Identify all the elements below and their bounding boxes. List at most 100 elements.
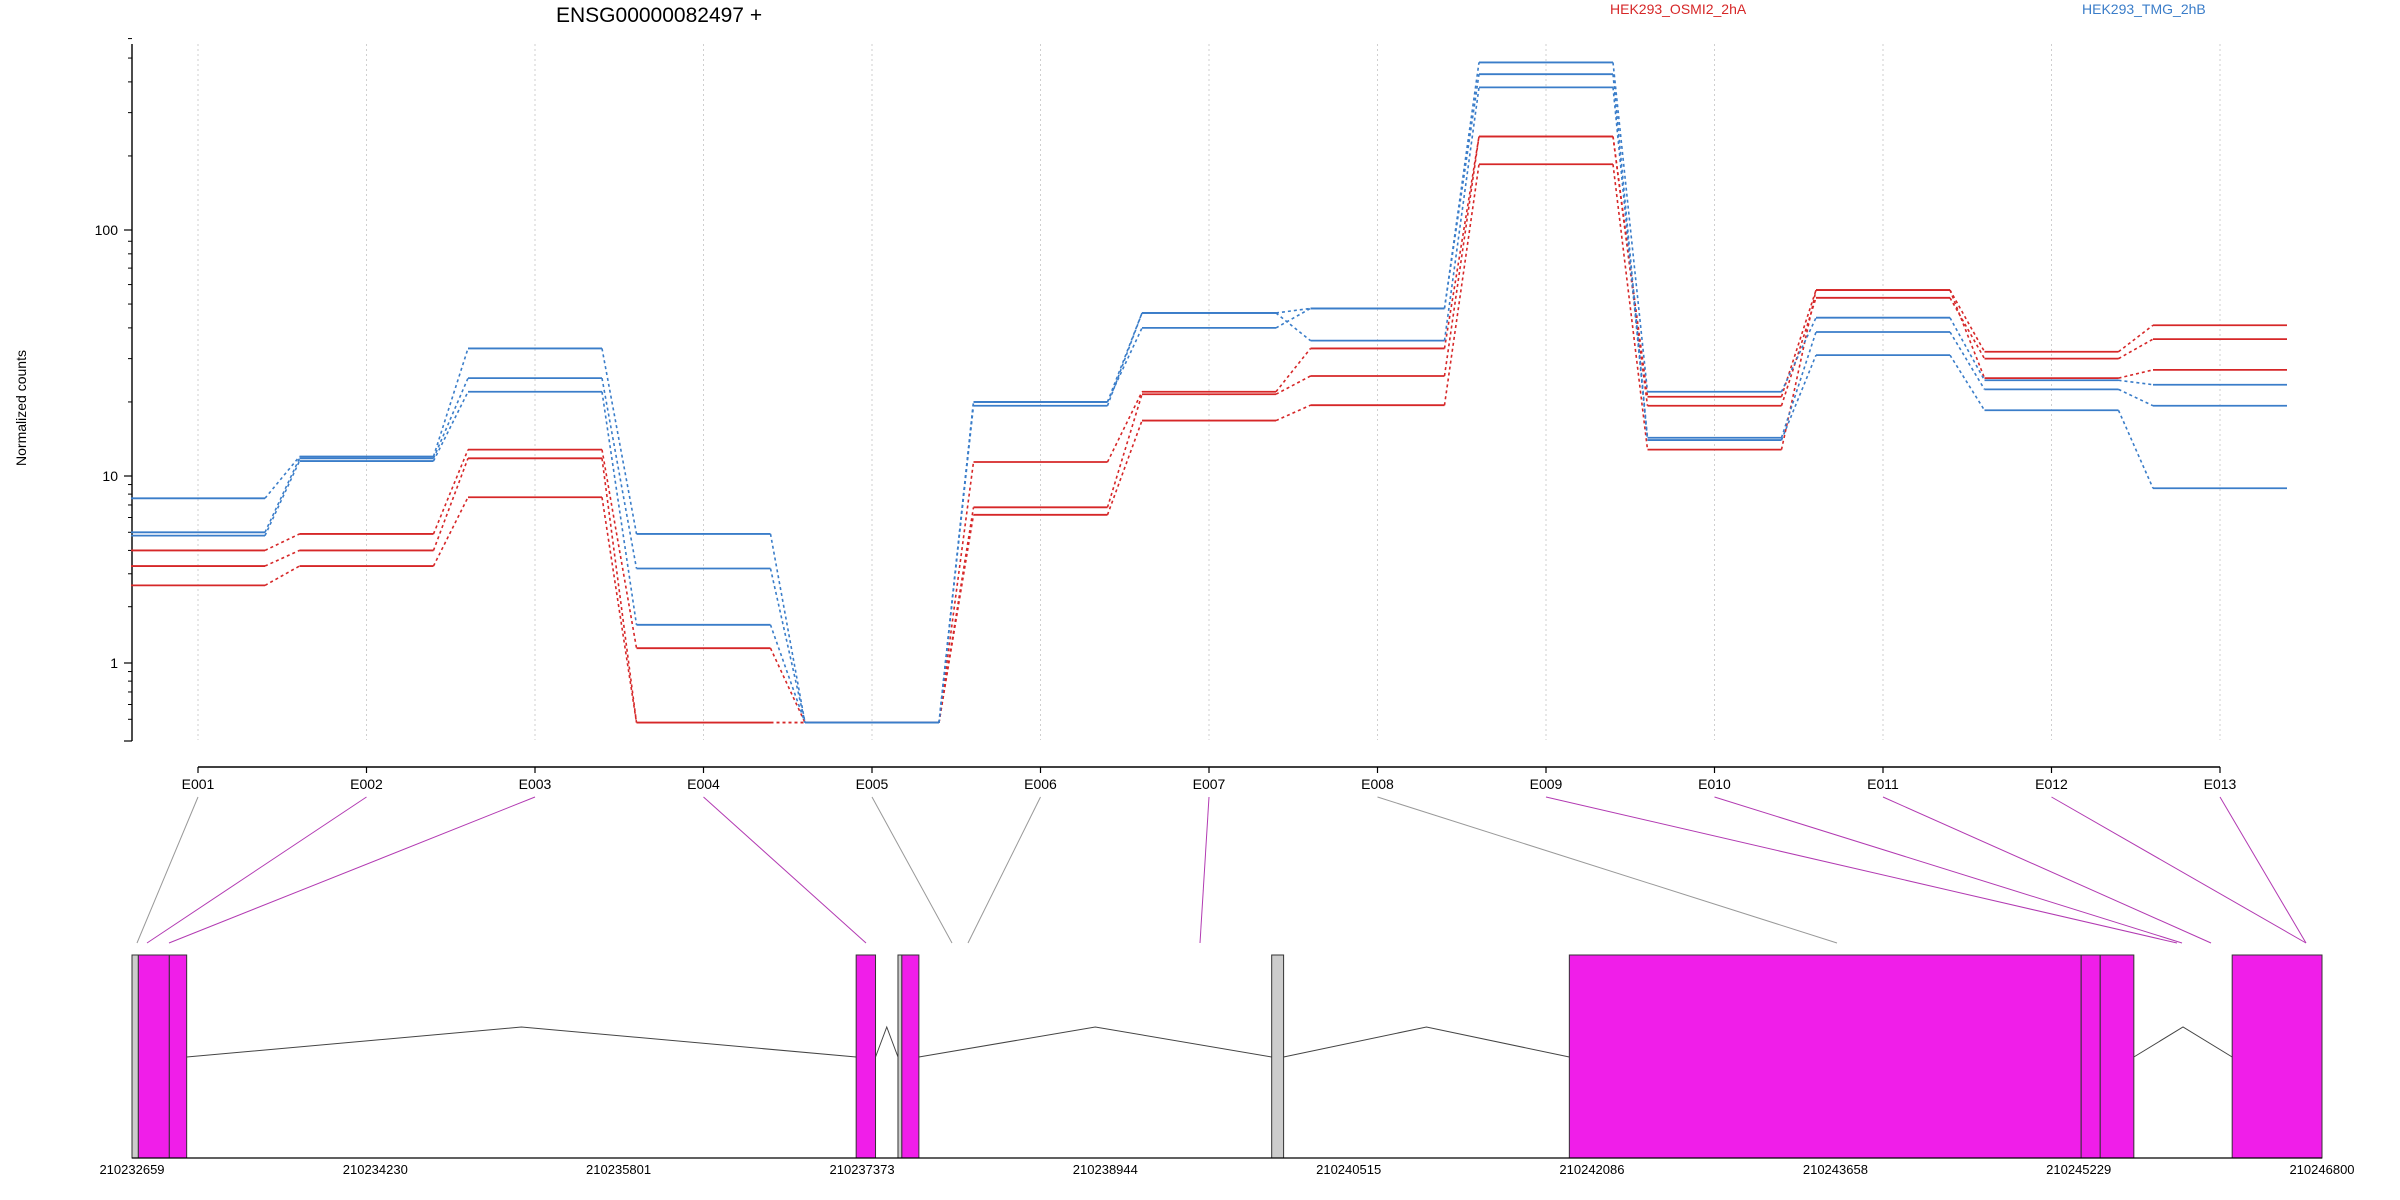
intron: [918, 1026, 1272, 1058]
exon-connector: [967, 796, 1041, 944]
genomic-tick-label: 210232659: [99, 1162, 164, 1177]
series-connector: [432, 377, 469, 459]
series-connector: [1275, 375, 1311, 395]
x-tick-label: E006: [1024, 776, 1057, 792]
series-connector: [1443, 136, 1480, 349]
series-connector: [1949, 289, 1986, 353]
x-tick-label: E003: [519, 776, 552, 792]
exon-connector: [2051, 796, 2307, 944]
genomic-tick-label: 210238944: [1073, 1162, 1138, 1177]
series-connector: [2118, 369, 2154, 379]
series-connector: [264, 533, 300, 552]
series-connector: [1949, 317, 1986, 381]
series-connector: [1106, 393, 1143, 508]
series-connector: [1106, 327, 1143, 403]
series-connector: [1106, 391, 1143, 463]
x-tick-label: E005: [856, 776, 889, 792]
x-tick-label: E004: [687, 776, 720, 792]
genomic-tick-label: 210235801: [586, 1162, 651, 1177]
y-tick-label: 100: [95, 222, 119, 238]
exon-box: [1568, 954, 2082, 1159]
series-connector: [432, 391, 469, 462]
legend-tmg: HEK293_TMG_2hB: [2082, 1, 2206, 17]
series-connector: [601, 449, 638, 649]
exon-box: [2231, 954, 2323, 1159]
genomic-tick-label: 210246800: [2289, 1162, 2354, 1177]
exon-connector: [1199, 796, 1210, 944]
exon-connector: [136, 796, 199, 944]
exon-connectors: [136, 796, 2307, 944]
exon-connector: [703, 796, 867, 944]
exon-connector: [871, 796, 953, 944]
series-connector: [1612, 87, 1649, 441]
series-connector: [2118, 324, 2154, 353]
x-tick-label: E012: [2035, 776, 2068, 792]
series-connector: [938, 514, 975, 723]
x-tick-label: E011: [1867, 776, 1899, 792]
series-connector: [432, 348, 469, 457]
exon-connector: [146, 796, 367, 944]
series-connector: [2118, 338, 2154, 360]
gene-model: 210232659 210234230 210235801 210237373 2102…: [99, 954, 2355, 1177]
x-axis: E001 E002 E003 E004 E005 E006 E007 E008 E009 E010…: [182, 766, 2237, 792]
intron: [875, 1025, 899, 1058]
series-connector: [264, 457, 301, 533]
series-connector: [1106, 420, 1143, 516]
series-connector: [264, 456, 301, 499]
series-connector: [1949, 354, 1986, 411]
exon-box: [131, 954, 139, 1159]
series-connector: [1949, 289, 1986, 379]
series-connector: [2118, 379, 2154, 386]
series-connector: [1780, 317, 1817, 393]
genomic-tick-label: 210240515: [1316, 1162, 1381, 1177]
exon-box: [2080, 954, 2101, 1159]
exon-connector: [168, 796, 536, 944]
series-connector: [1780, 331, 1817, 439]
x-tick-label: E013: [2204, 776, 2237, 792]
series-connector: [938, 405, 975, 723]
x-tick-label: E009: [1530, 776, 1563, 792]
series-connector: [1443, 74, 1480, 309]
series-connector: [432, 458, 469, 551]
y-axis-label: Normalized counts: [13, 350, 29, 466]
series-connector: [1443, 164, 1480, 406]
series-connector: [1780, 297, 1817, 406]
legend-osmi: HEK293_OSMI2_2hA: [1610, 1, 1747, 17]
series-connector: [432, 449, 469, 535]
intron: [186, 1026, 857, 1058]
x-tick-label: E002: [350, 776, 383, 792]
exon-box: [2099, 954, 2135, 1159]
series-connector: [1106, 312, 1143, 403]
series-connector: [769, 647, 806, 723]
series-connector: [1949, 331, 1986, 390]
exon-box: [1271, 954, 1285, 1159]
series-connector: [1275, 312, 1312, 342]
exon-connector: [1377, 796, 1838, 944]
series-connector: [264, 460, 301, 536]
exon-box: [855, 954, 877, 1159]
series-connector: [769, 568, 806, 723]
exon-box: [137, 954, 170, 1159]
series-connector: [769, 533, 806, 723]
x-tick-label: E001: [182, 776, 215, 792]
series-connector: [1612, 164, 1649, 450]
exon-connector: [2219, 796, 2307, 944]
gridlines: [197, 44, 2221, 740]
y-tick-label: 1: [110, 655, 118, 671]
series-connector: [1443, 136, 1480, 377]
exon-box: [897, 954, 903, 1159]
series-connector: [432, 496, 469, 567]
genomic-tick-label: 210242086: [1559, 1162, 1624, 1177]
x-tick-label: E008: [1361, 776, 1394, 792]
intron: [1283, 1026, 1570, 1058]
series-connector: [769, 624, 806, 723]
y-axis: 1 10 100: [95, 38, 133, 742]
y-tick-label: 10: [102, 468, 118, 484]
series-connector: [601, 348, 638, 535]
series-connector: [264, 565, 300, 587]
series-connector: [1612, 136, 1649, 406]
series-connector: [1612, 62, 1649, 392]
series-connector: [1275, 307, 1311, 314]
series-connector: [601, 497, 638, 723]
